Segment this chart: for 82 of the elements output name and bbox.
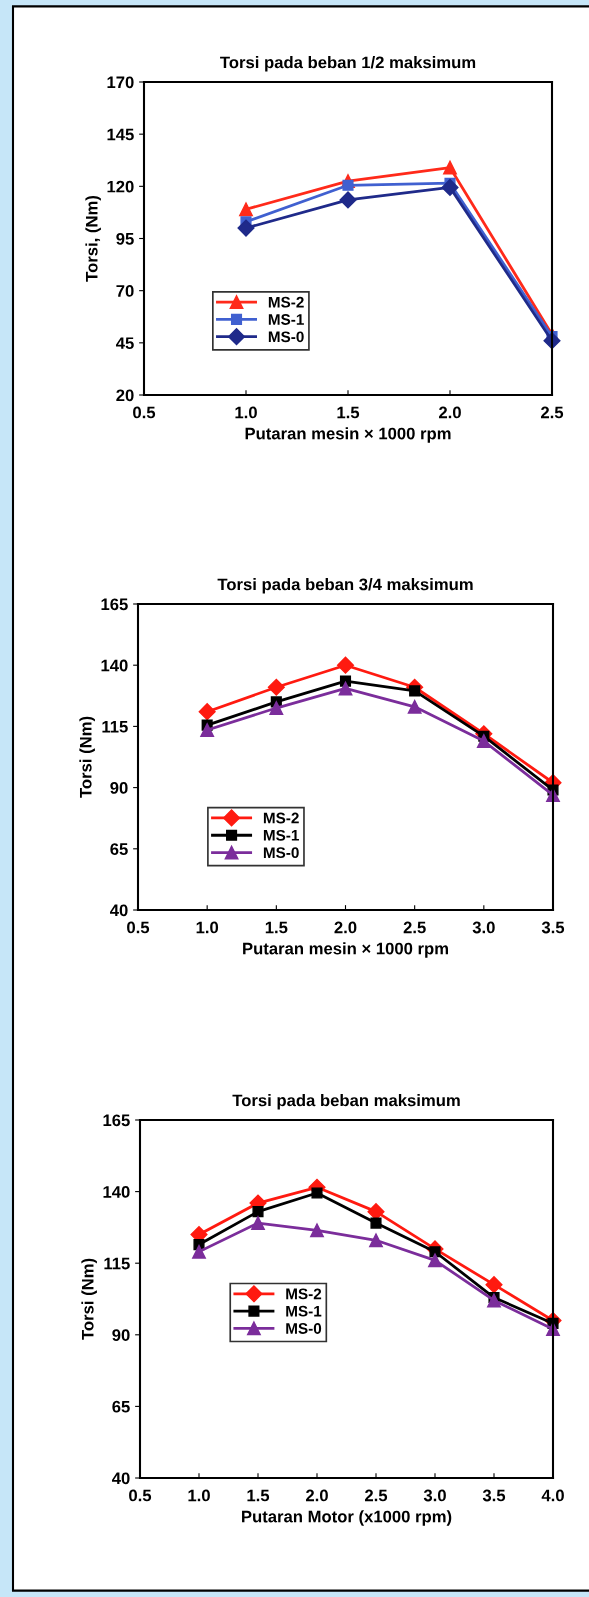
y-tick-label: 70 — [116, 285, 134, 297]
point — [339, 191, 357, 209]
legend-label: MS-0 — [268, 331, 304, 343]
point — [336, 656, 355, 674]
y-tick-label: 20 — [116, 389, 134, 402]
point — [407, 699, 422, 714]
x-tick-label: 3.5 — [541, 921, 565, 934]
x-tick-label: 0.5 — [129, 1489, 152, 1502]
x-tick-label: 1.0 — [235, 406, 257, 419]
y-tick-label: 145 — [107, 128, 134, 141]
x-tick-label: 3.0 — [472, 921, 495, 934]
point — [443, 160, 457, 175]
y-tick-label: 140 — [103, 1186, 130, 1198]
x-tick-label: 1.0 — [196, 921, 219, 934]
x-axis-title: Putaran mesin × 1000 rpm — [243, 942, 448, 958]
x-tick-label: 2.5 — [540, 406, 564, 419]
point — [409, 685, 421, 697]
legend-label: MS-0 — [286, 1323, 322, 1334]
y-tick-label: 115 — [102, 720, 128, 733]
point — [200, 723, 215, 738]
point — [237, 219, 255, 237]
point — [441, 178, 459, 196]
legend-label: MS-1 — [263, 829, 299, 841]
x-axis-title: Putaran Motor (x1000 rpm) — [242, 1510, 452, 1526]
chart-title: Torsi pada beban 1/2 maksimum — [220, 56, 476, 72]
legend-label: MS-2 — [286, 1288, 322, 1300]
point — [428, 1253, 442, 1268]
y-tick-label: 165 — [103, 1114, 130, 1127]
y-tick-label: 140 — [101, 659, 128, 672]
legend-label: MS-2 — [263, 812, 299, 824]
x-tick-label: 3.5 — [482, 1489, 506, 1502]
point — [342, 179, 354, 191]
x-tick-label: 1.5 — [337, 406, 360, 419]
point — [198, 703, 216, 721]
x-tick-label: 2.5 — [364, 1489, 388, 1502]
point — [252, 1206, 264, 1218]
y-tick-label: 120 — [107, 180, 134, 193]
legend-label: MS-2 — [268, 296, 304, 308]
point — [370, 1217, 382, 1229]
y-axis-title: Torsi (Nm) — [79, 716, 95, 798]
y-tick-label: 165 — [101, 598, 128, 611]
y-axis-title: Torsi (Nm) — [81, 1258, 97, 1340]
x-tick-label: 1.5 — [265, 921, 288, 934]
y-tick-label: 40 — [111, 1472, 130, 1485]
point — [192, 1244, 206, 1259]
x-tick-label: 0.5 — [133, 406, 156, 419]
legend-label: MS-0 — [263, 847, 299, 859]
y-axis-title: Torsi, (Nm) — [85, 195, 101, 282]
point — [239, 202, 253, 217]
x-tick-label: 0.5 — [127, 921, 150, 934]
y-tick-label: 170 — [107, 76, 134, 89]
point — [251, 1216, 265, 1231]
x-tick-label: 2.0 — [334, 921, 357, 934]
x-tick-label: 2.5 — [403, 921, 426, 934]
point — [487, 1293, 501, 1308]
x-tick-label: 3.0 — [423, 1489, 446, 1502]
point — [310, 1223, 324, 1238]
y-tick-label: 115 — [104, 1257, 130, 1270]
y-tick-label: 40 — [109, 904, 128, 917]
point — [311, 1187, 323, 1199]
x-tick-label: 2.0 — [305, 1489, 328, 1502]
point — [485, 1276, 503, 1294]
x-tick-label: 2.0 — [438, 406, 461, 419]
point — [267, 678, 285, 696]
y-tick-label: 65 — [110, 843, 128, 855]
y-tick-label: 65 — [112, 1400, 130, 1413]
y-tick-label: 45 — [115, 337, 134, 350]
point — [269, 701, 284, 715]
y-tick-label: 90 — [110, 782, 128, 794]
chart-title: Torsi pada beban 3/4 maksimum — [217, 578, 473, 594]
point — [338, 681, 353, 696]
x-tick-label: 1.0 — [188, 1489, 210, 1502]
y-tick-label: 95 — [116, 232, 134, 245]
point — [369, 1233, 383, 1248]
y-tick-label: 90 — [112, 1329, 130, 1341]
chart-title: Torsi pada beban maksimum — [232, 1094, 460, 1110]
x-tick-label: 1.5 — [247, 1489, 270, 1502]
legend-label: MS-1 — [268, 314, 304, 325]
x-axis-title: Putaran mesin × 1000 rpm — [245, 427, 451, 443]
legend-label: MS-1 — [286, 1305, 322, 1317]
x-tick-label: 4.0 — [541, 1489, 564, 1502]
point — [476, 734, 491, 749]
